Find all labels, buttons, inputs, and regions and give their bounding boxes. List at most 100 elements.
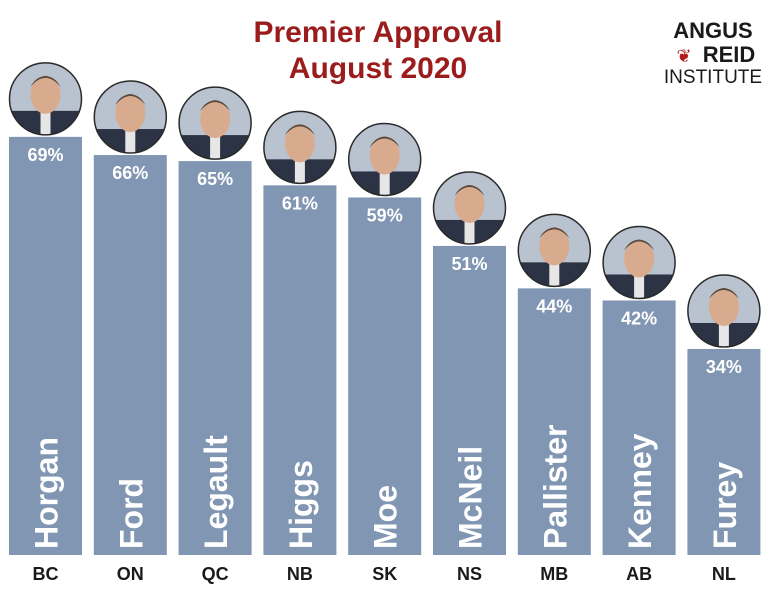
premier-name-nl: Furey bbox=[707, 462, 743, 549]
premier-photo-nl bbox=[686, 273, 761, 348]
value-label-on: 66% bbox=[112, 163, 148, 183]
photo-shirt bbox=[125, 129, 136, 154]
premier-photo-mb bbox=[517, 213, 592, 288]
photo-shirt bbox=[294, 159, 305, 184]
tick-label-mb: MB bbox=[540, 564, 568, 584]
chart-title-line-2: August 2020 bbox=[289, 52, 467, 85]
photo-face bbox=[30, 75, 61, 114]
value-label-ns: 51% bbox=[451, 254, 487, 274]
photo-hair bbox=[454, 184, 485, 196]
photo-hair bbox=[115, 94, 146, 106]
premier-name-sk: Moe bbox=[368, 485, 404, 549]
tick-label-qc: QC bbox=[202, 564, 229, 584]
photo-content bbox=[94, 81, 167, 154]
photo-face bbox=[115, 94, 146, 133]
photo-hair bbox=[284, 124, 315, 136]
tick-label-sk: SK bbox=[372, 564, 397, 584]
photo-face bbox=[369, 136, 400, 175]
photo-border bbox=[93, 80, 168, 154]
photo-hair bbox=[624, 239, 655, 251]
photo-shirt bbox=[464, 219, 475, 244]
premier-name-bc: Horgan bbox=[29, 437, 65, 549]
photo-face bbox=[624, 239, 655, 278]
bar-on bbox=[93, 155, 167, 556]
photo-hair bbox=[200, 100, 231, 112]
premier-photo-ns bbox=[432, 170, 507, 245]
photo-content bbox=[603, 226, 676, 299]
value-label-nb: 61% bbox=[282, 193, 318, 213]
photo-content bbox=[433, 171, 506, 244]
bar-ab bbox=[602, 300, 676, 555]
premier-photo-bc bbox=[8, 61, 83, 136]
value-label-sk: 59% bbox=[367, 205, 403, 225]
bar-qc bbox=[178, 161, 252, 555]
logo-line-angus: ANGUS bbox=[673, 18, 752, 43]
photo-content bbox=[179, 87, 252, 160]
photo-border bbox=[517, 213, 592, 288]
logo-line-institute: INSTITUTE bbox=[664, 67, 762, 88]
tick-label-nb: NB bbox=[287, 564, 313, 584]
value-label-bc: 69% bbox=[27, 145, 63, 165]
premier-name-ns: McNeil bbox=[453, 446, 489, 549]
tick-label-ab: AB bbox=[626, 564, 652, 584]
photo-shirt bbox=[718, 322, 729, 347]
photo-border bbox=[432, 171, 507, 245]
photo-border bbox=[347, 122, 422, 197]
photo-hair bbox=[369, 136, 400, 148]
photo-border bbox=[687, 274, 761, 348]
maple-leaf-icon: ❦ bbox=[676, 46, 691, 66]
x-axis-ticks: BC ON QC NB SK NS MB AB NL bbox=[33, 564, 736, 584]
photo-border bbox=[263, 110, 337, 185]
bars-layer: 69% Horgan 66% Ford 65% Legault 61% Higgs 59% Moe… bbox=[9, 136, 761, 556]
angus-reid-logo: ANGUS ❦ REID INSTITUTE bbox=[664, 18, 762, 88]
premier-photo-ab bbox=[602, 225, 677, 300]
bar-bc bbox=[9, 136, 82, 556]
photo-content bbox=[518, 214, 591, 287]
photo-content bbox=[348, 123, 421, 196]
photo-face bbox=[539, 227, 570, 266]
photo-shirt bbox=[379, 171, 390, 196]
value-label-ab: 42% bbox=[621, 308, 657, 328]
value-label-mb: 44% bbox=[536, 296, 572, 316]
tick-label-on: ON bbox=[117, 564, 144, 584]
photo-content bbox=[687, 274, 760, 347]
photo-face bbox=[200, 100, 231, 139]
tick-label-bc: BC bbox=[33, 564, 59, 584]
bar-ns bbox=[433, 245, 506, 555]
tick-label-nl: NL bbox=[712, 564, 736, 584]
premier-name-qc: Legault bbox=[198, 435, 234, 549]
bar-nl bbox=[687, 348, 761, 555]
value-label-nl: 34% bbox=[706, 357, 742, 377]
chart-title-line-1: Premier Approval bbox=[254, 16, 503, 49]
tick-label-ns: NS bbox=[457, 564, 482, 584]
photo-content bbox=[263, 111, 336, 184]
bar-mb bbox=[517, 288, 591, 555]
premier-photo-sk bbox=[347, 122, 422, 197]
photo-shirt bbox=[549, 262, 560, 287]
premier-photo-nb bbox=[262, 110, 337, 185]
photo-shirt bbox=[40, 110, 51, 135]
photo-border bbox=[178, 86, 252, 160]
photo-border bbox=[8, 62, 83, 136]
photo-content bbox=[9, 62, 82, 135]
bar-sk bbox=[348, 197, 422, 555]
premier-name-on: Ford bbox=[113, 478, 149, 549]
premier-photo-qc bbox=[178, 86, 253, 161]
photo-hair bbox=[30, 75, 61, 87]
premier-name-ab: Kenney bbox=[622, 433, 658, 549]
photo-face bbox=[454, 184, 485, 223]
photo-shirt bbox=[634, 274, 645, 299]
photo-face bbox=[284, 124, 315, 163]
bar-nb bbox=[263, 185, 337, 555]
photo-shirt bbox=[210, 135, 221, 160]
logo-line-reid: REID bbox=[703, 42, 756, 67]
photo-hair bbox=[708, 287, 739, 299]
photo-hair bbox=[539, 227, 570, 239]
value-label-qc: 65% bbox=[197, 169, 233, 189]
premier-photo-on bbox=[93, 80, 168, 155]
photo-face bbox=[708, 287, 739, 326]
premier-name-nb: Higgs bbox=[283, 460, 319, 549]
photo-border bbox=[602, 225, 676, 300]
premier-name-mb: Pallister bbox=[537, 424, 573, 549]
